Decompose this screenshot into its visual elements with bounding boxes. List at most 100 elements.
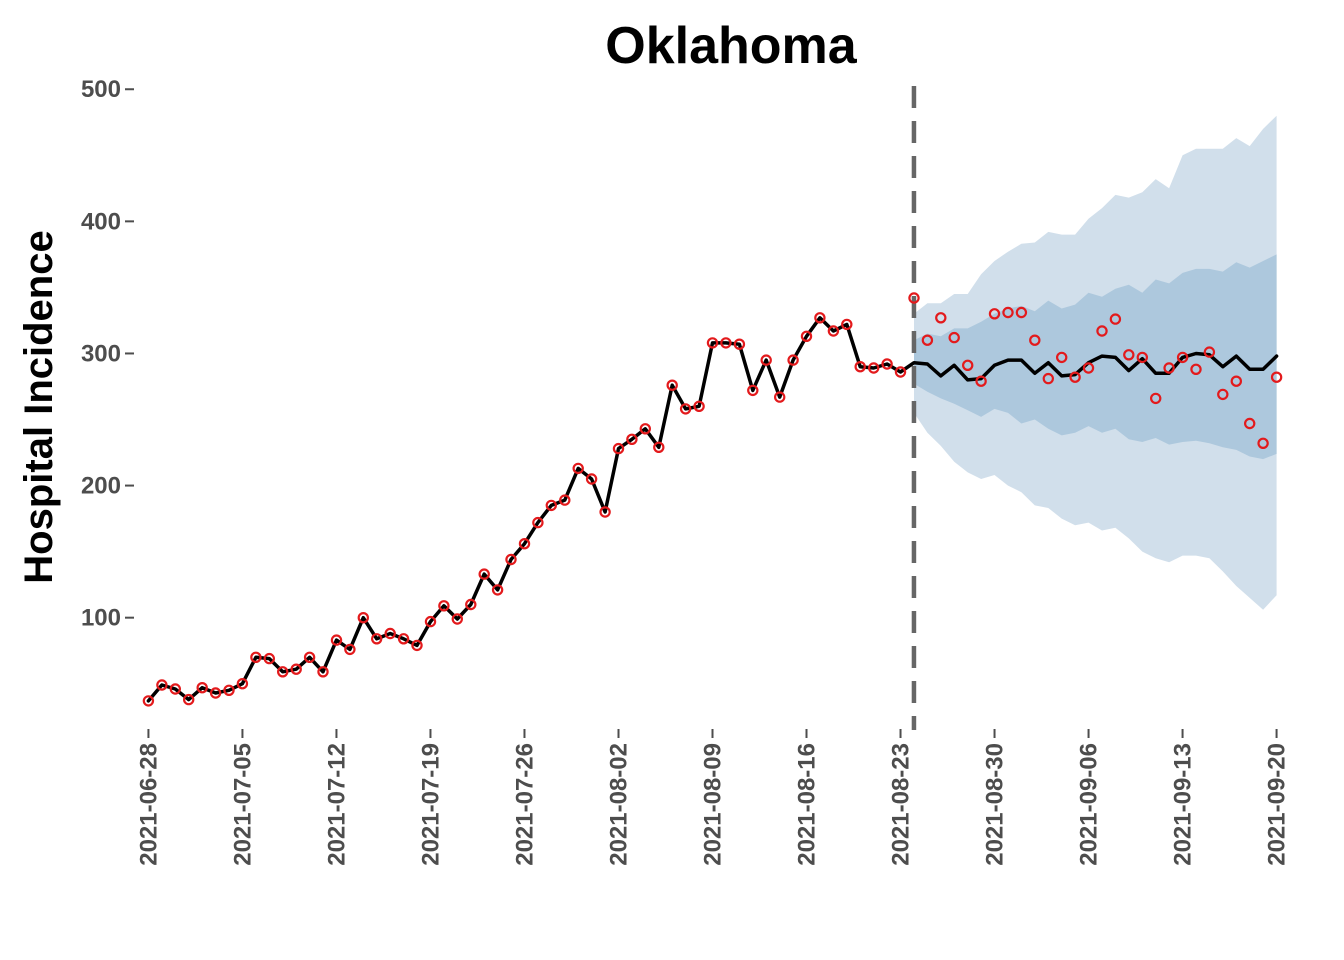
observed-point — [1190, 363, 1202, 375]
observed-point — [1002, 306, 1014, 319]
observed-point — [169, 683, 181, 695]
observed-point — [465, 598, 477, 611]
observed-point — [1203, 346, 1216, 358]
observed-points — [142, 292, 1283, 707]
observed-point — [411, 639, 423, 652]
observed-point — [303, 651, 316, 664]
forecast-bands — [914, 115, 1277, 610]
y-tick-label: 300 — [81, 340, 121, 367]
observed-point — [599, 506, 611, 518]
observed-point — [921, 334, 934, 346]
observed-point — [747, 384, 759, 397]
x-tick-label: 2021-08-02 — [606, 743, 633, 866]
observed-point — [357, 612, 369, 624]
x-tick-label: 2021-09-13 — [1170, 743, 1197, 866]
observed-point — [854, 361, 866, 373]
observed-point — [142, 695, 155, 707]
y-tick-label: 200 — [81, 473, 121, 500]
x-axis: 2021-06-28 2021-07-05 2021-07-12 2021-07-19… — [135, 729, 1291, 866]
x-tick-label: 2021-08-23 — [888, 743, 915, 866]
observed-point — [397, 633, 410, 645]
observed-point — [317, 666, 329, 678]
observed-point — [491, 584, 504, 596]
x-tick-label: 2021-07-05 — [229, 743, 256, 866]
observed-point — [290, 663, 302, 675]
x-tick-label: 2021-07-26 — [512, 743, 539, 866]
observed-point — [1243, 417, 1256, 430]
observed-point — [787, 354, 799, 366]
observed-point — [424, 615, 437, 628]
observed-point — [1109, 313, 1122, 325]
observed-point — [330, 634, 343, 646]
x-tick-label: 2021-07-19 — [418, 743, 445, 866]
x-tick-label: 2021-07-12 — [324, 743, 351, 866]
observed-point — [1082, 362, 1095, 374]
observed-point — [639, 423, 652, 435]
observed-point — [733, 338, 746, 350]
observed-point — [962, 359, 974, 371]
observed-point — [1123, 349, 1135, 361]
observed-point — [612, 442, 625, 455]
x-tick-label: 2021-08-09 — [700, 743, 727, 866]
observed-point — [182, 693, 195, 706]
observed-point — [814, 312, 826, 324]
observed-point — [774, 391, 786, 403]
observed-point — [505, 553, 517, 566]
observed-point — [706, 337, 719, 349]
observed-point — [518, 538, 531, 550]
observed-point — [760, 354, 772, 366]
observed-point — [559, 494, 571, 506]
chart-title: Oklahoma — [605, 17, 857, 75]
observed-point — [532, 516, 544, 529]
observed-point — [384, 627, 396, 640]
observed-point — [1163, 362, 1175, 374]
observed-point — [894, 366, 907, 378]
observed-point — [1270, 371, 1283, 383]
y-tick-label: 500 — [81, 76, 121, 103]
observed-point — [451, 613, 463, 625]
band-inner — [914, 254, 1277, 460]
observed-point — [653, 441, 665, 453]
observed-point — [800, 330, 813, 342]
observed-point — [236, 678, 249, 690]
observed-point — [438, 600, 450, 612]
observed-point — [1257, 437, 1269, 449]
observed-point — [975, 375, 987, 387]
observed-point — [209, 687, 222, 699]
x-tick-label: 2021-09-20 — [1264, 743, 1291, 866]
observed-point — [1042, 372, 1055, 385]
observed-point — [1230, 375, 1243, 387]
observed-point — [585, 473, 598, 485]
observed-point — [841, 318, 853, 331]
observed-point — [1149, 392, 1162, 405]
observed-point — [827, 325, 840, 337]
observed-point — [196, 682, 208, 694]
observed-point — [371, 633, 383, 645]
observed-point — [693, 400, 705, 412]
observed-point — [277, 666, 289, 678]
observed-point — [679, 403, 692, 415]
observed-point — [156, 679, 168, 691]
observed-point — [868, 362, 880, 374]
observed-point — [1136, 351, 1149, 364]
y-tick-label: 400 — [81, 208, 121, 235]
observed-point — [988, 308, 1001, 320]
x-tick-label: 2021-08-16 — [794, 743, 821, 866]
observed-point — [720, 337, 732, 349]
x-tick-label: 2021-06-28 — [135, 743, 162, 866]
observed-point — [344, 643, 356, 656]
observed-point — [626, 433, 638, 445]
y-axis: 100 200 300 400 500 — [81, 76, 134, 632]
x-tick-label: 2021-08-30 — [982, 743, 1009, 866]
observed-point — [263, 652, 275, 665]
observed-point — [545, 499, 558, 512]
observed-point — [250, 651, 262, 664]
observed-point — [478, 568, 490, 580]
observed-point — [948, 331, 960, 344]
observed-point — [1217, 388, 1229, 401]
y-axis-title: Hospital Incidence — [17, 230, 61, 583]
observed-point — [935, 312, 947, 324]
observed-point — [572, 462, 584, 475]
y-tick-label: 100 — [81, 605, 121, 632]
